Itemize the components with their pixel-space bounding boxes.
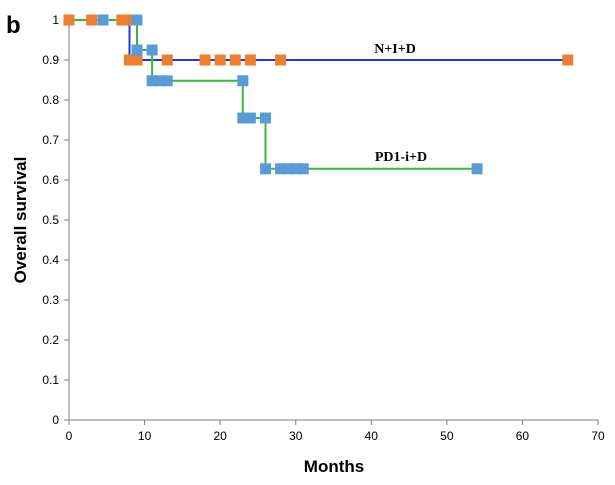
series-label-niid: N+I+D: [374, 42, 416, 57]
y-tick-label: 0.7: [42, 133, 59, 147]
data-point: [471, 163, 483, 175]
y-axis-title: Overall survival: [11, 157, 30, 284]
plot-axes: 00.10.20.30.40.50.60.70.80.910 10 20 30 40 50…: [42, 13, 605, 443]
data-point: [290, 163, 302, 175]
y-tick-label: 0.9: [42, 53, 59, 67]
y-tick-label: 0.1: [42, 373, 59, 387]
data-point: [562, 54, 574, 66]
data-point: [146, 75, 158, 87]
data-point: [297, 163, 309, 175]
y-tick-label: 0.3: [42, 293, 59, 307]
data-point: [97, 14, 109, 26]
series-markers-1: [97, 14, 483, 175]
data-point: [116, 14, 128, 26]
series-0: [69, 19, 568, 61]
x-tick-label: 0: [66, 429, 73, 443]
x-axis-title: Months: [304, 457, 364, 476]
data-point: [154, 75, 166, 87]
data-point: [146, 44, 158, 56]
x-tick-label: 20: [213, 429, 227, 443]
data-point: [229, 54, 241, 66]
data-point: [244, 112, 256, 124]
data-point: [259, 163, 271, 175]
data-point: [131, 44, 143, 56]
data-point: [199, 54, 211, 66]
series-1: [69, 19, 478, 170]
y-tick-label: 0.6: [42, 173, 59, 187]
data-point: [63, 14, 75, 26]
data-point: [123, 14, 135, 26]
data-point: [86, 14, 98, 26]
y-tick-label: 0.2: [42, 333, 59, 347]
x-tick-label: 40: [365, 429, 379, 443]
data-point: [275, 54, 287, 66]
series-line: [69, 19, 568, 61]
data-point: [244, 54, 256, 66]
data-point: [131, 54, 143, 66]
y-tick-label: 1: [52, 13, 59, 27]
y-tick-label: 0.5: [42, 213, 59, 227]
y-tick-label: 0: [52, 413, 59, 427]
y-tick-label: 0.8: [42, 93, 59, 107]
data-point: [282, 163, 294, 175]
x-tick-label: 60: [516, 429, 530, 443]
data-point: [237, 112, 249, 124]
data-point: [161, 54, 173, 66]
x-tick-label: 30: [289, 429, 303, 443]
x-tick-label: 50: [440, 429, 454, 443]
data-point: [275, 163, 287, 175]
data-point: [123, 54, 135, 66]
data-point: [237, 75, 249, 87]
x-tick-label: 70: [591, 429, 605, 443]
data-point: [161, 75, 173, 87]
panel-label: b: [6, 12, 21, 39]
data-point: [259, 112, 271, 124]
data-point: [214, 54, 226, 66]
series-label-pd1id: PD1-i+D: [375, 150, 427, 165]
series-line: [69, 19, 478, 170]
series-markers-0: [63, 14, 574, 66]
x-tick-label: 10: [138, 429, 152, 443]
data-point: [131, 14, 143, 26]
series-layer: [63, 14, 574, 175]
y-tick-label: 0.4: [42, 253, 59, 267]
